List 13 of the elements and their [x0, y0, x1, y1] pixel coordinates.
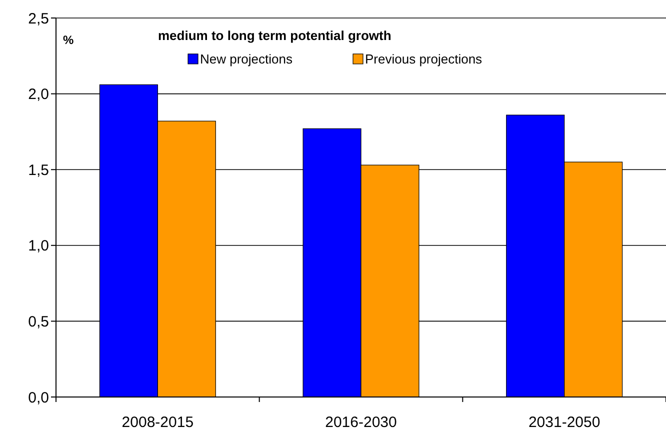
- y-tick-label: 2,0: [28, 86, 49, 104]
- y-tick-label: 1,5: [28, 162, 49, 179]
- x-tick-label: 2008-2015: [122, 414, 194, 431]
- y-tick-label: 2,5: [28, 10, 49, 28]
- legend-label: New projections: [200, 51, 293, 66]
- y-tick-label: 0,0: [28, 389, 49, 406]
- y-axis-title: %: [63, 33, 74, 47]
- text: medium to long term potential growth: [158, 28, 392, 43]
- x-tick-label: 2016-2030: [325, 414, 397, 431]
- y-tick-label: 1,0: [28, 238, 49, 255]
- x-tick-label: 2031-2050: [528, 414, 600, 431]
- y-tick-label: 0,5: [28, 313, 49, 330]
- legend-label: Previous projections: [365, 51, 483, 66]
